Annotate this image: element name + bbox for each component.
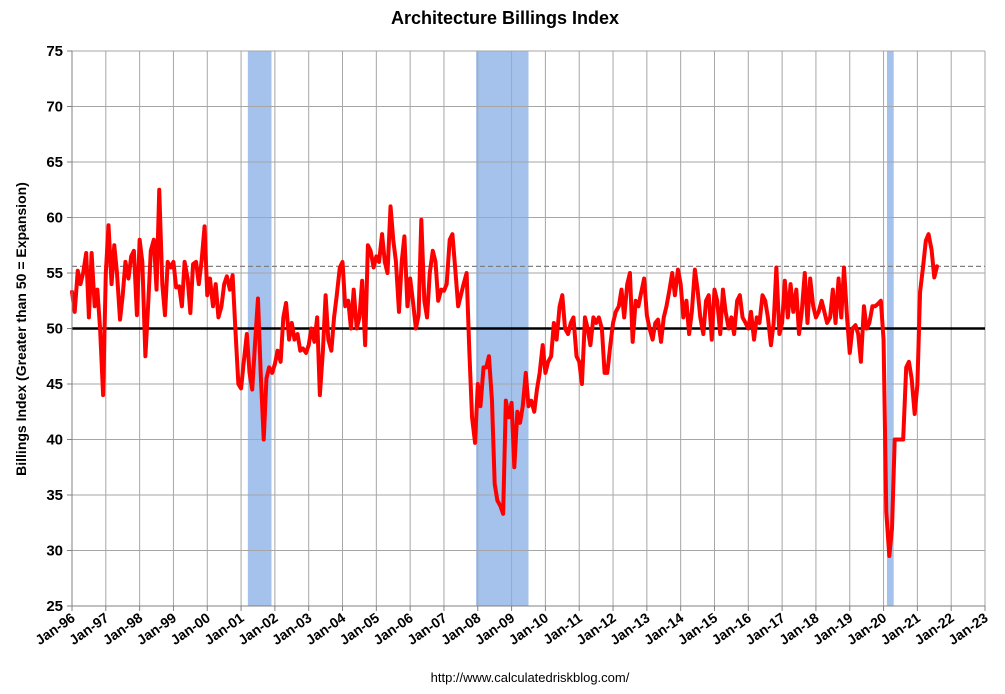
series-line-1 [70,187,939,559]
y-tick-label-45: 45 [46,376,63,393]
y-tick-label-55: 55 [46,265,63,282]
y-tick-label-35: 35 [46,487,63,504]
y-tick-labels: 25 30 35 40 45 50 55 60 65 70 75 [46,43,63,615]
y-tick-label-30: 30 [46,543,63,560]
y-tick-label-60: 60 [46,210,63,227]
y-tick-label-75: 75 [46,43,63,60]
y-tick-label-50: 50 [46,321,63,338]
y-tick-label-25: 25 [46,598,63,615]
source-url: http://www.calculatedriskblog.com/ [431,670,630,685]
chart-title: Architecture Billings Index [391,8,619,28]
x-tick-label-2023: Jan-23 [945,609,991,648]
reference-lines [72,265,985,330]
y-tick-label-40: 40 [46,432,63,449]
x-tick-labels: Jan-96Jan-97Jan-98Jan-99Jan-00Jan-01Jan-… [32,609,991,648]
y-tick-label-65: 65 [46,154,63,171]
series-group [70,187,939,559]
y-axis-label: Billings Index (Greater than 50 = Expans… [13,182,29,476]
y-tick-label-70: 70 [46,99,63,116]
axes [67,50,986,611]
